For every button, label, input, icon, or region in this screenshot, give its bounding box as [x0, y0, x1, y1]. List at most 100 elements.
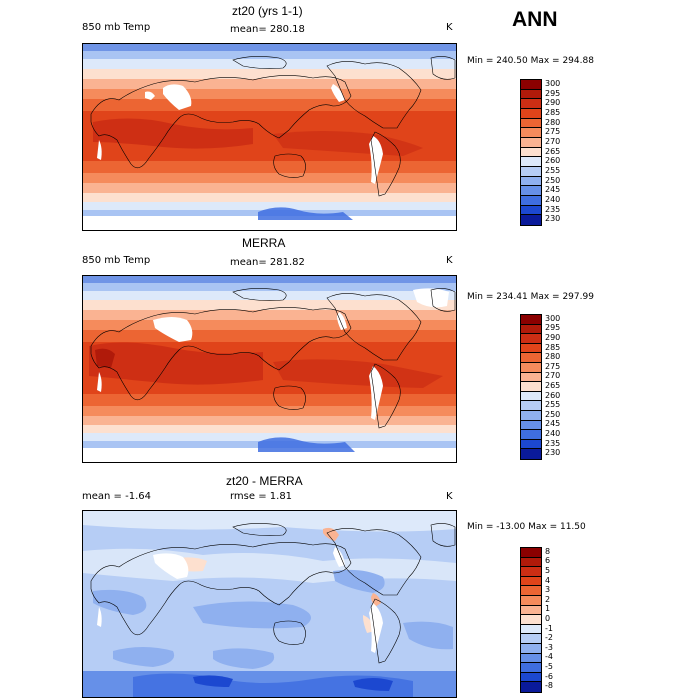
colorbar-tick-label: 260	[545, 390, 561, 400]
colorbar-swatch	[521, 138, 541, 148]
colorbar-swatch	[521, 176, 541, 187]
colorbar-swatch	[521, 363, 541, 373]
colorbar-tick-label: 245	[545, 185, 561, 195]
colorbar-swatch	[521, 167, 541, 177]
colorbar-swatch	[521, 615, 541, 625]
panel-1-variable-label: 850 mb Temp	[82, 22, 151, 33]
colorbar-tick-label: 280	[545, 117, 561, 127]
panel-3-colorbar	[520, 547, 542, 693]
colorbar-tick-label: 255	[545, 165, 561, 175]
colorbar-tick-label: 250	[545, 175, 561, 185]
colorbar-tick-label: 235	[545, 438, 561, 448]
colorbar-tick-label: 285	[545, 107, 561, 117]
colorbar-swatch	[521, 391, 541, 402]
colorbar-swatch	[521, 624, 541, 635]
colorbar-tick-label: 4	[545, 575, 551, 585]
panel-3-rmse-label: rmse = 1.81	[230, 491, 293, 502]
panel-1-mean-label: mean= 280.18	[230, 24, 305, 35]
colorbar-tick-label: 255	[545, 400, 561, 410]
colorbar-swatch	[521, 682, 541, 692]
colorbar-swatch	[521, 353, 541, 363]
colorbar-tick-label: 300	[545, 78, 561, 88]
colorbar-swatch	[521, 576, 541, 587]
colorbar-tick-label: 290	[545, 98, 561, 108]
colorbar-tick-label: 6	[545, 556, 551, 566]
colorbar-swatch	[521, 567, 541, 577]
colorbar-swatch	[521, 548, 541, 558]
colorbar-swatch	[521, 157, 541, 167]
colorbar-tick-label: 250	[545, 409, 561, 419]
colorbar-swatch	[521, 118, 541, 129]
colorbar-swatch	[521, 449, 541, 459]
colorbar-tick-label: 230	[545, 214, 561, 224]
colorbar-tick-label: 240	[545, 429, 561, 438]
season-label: ANN	[512, 8, 558, 31]
colorbar-tick-label: -8	[545, 681, 553, 691]
colorbar-swatch	[521, 343, 541, 354]
colorbar-swatch	[521, 382, 541, 392]
colorbar-swatch	[521, 586, 541, 596]
colorbar-swatch	[521, 324, 541, 335]
colorbar-tick-label: 300	[545, 313, 561, 323]
panel-1-minmax: Min = 240.50 Max = 294.88	[467, 56, 594, 66]
colorbar-tick-label: 8	[545, 546, 551, 556]
colorbar-swatch	[521, 663, 541, 673]
colorbar-swatch	[521, 401, 541, 411]
panel-2-variable-label: 850 mb Temp	[82, 255, 151, 266]
colorbar-swatch	[521, 439, 541, 450]
colorbar-tick-label: -6	[545, 671, 553, 681]
colorbar-tick-label: 0	[545, 614, 551, 623]
colorbar-swatch	[521, 672, 541, 683]
colorbar-swatch	[521, 557, 541, 568]
colorbar-tick-label: 245	[545, 419, 561, 429]
colorbar-tick-label: 230	[545, 448, 561, 458]
panel-3-mean-label: mean = -1.64	[82, 491, 151, 502]
colorbar-tick-label: 270	[545, 136, 561, 146]
colorbar-tick-label: 280	[545, 352, 561, 362]
colorbar-tick-label: 260	[545, 156, 561, 166]
colorbar-tick-label: 2	[545, 594, 551, 604]
colorbar-swatch	[521, 411, 541, 421]
colorbar-tick-label: -5	[545, 662, 553, 671]
colorbar-tick-label: 3	[545, 585, 551, 595]
colorbar-tick-label: -1	[545, 623, 553, 633]
panel-1-colorbar	[520, 79, 542, 226]
colorbar-swatch	[521, 196, 541, 206]
panel-1-title: zt20 (yrs 1-1)	[232, 4, 303, 18]
colorbar-tick-label: 285	[545, 342, 561, 352]
colorbar-swatch	[521, 147, 541, 158]
panel-3-minmax: Min = -13.00 Max = 11.50	[467, 522, 586, 532]
colorbar-tick-label: 275	[545, 361, 561, 371]
colorbar-tick-label: 270	[545, 371, 561, 381]
colorbar-tick-label: 265	[545, 146, 561, 156]
colorbar-swatch	[521, 430, 541, 440]
colorbar-swatch	[521, 215, 541, 225]
panel-2-colorbar	[520, 314, 542, 460]
colorbar-swatch	[521, 634, 541, 644]
colorbar-swatch	[521, 80, 541, 90]
colorbar-swatch	[521, 372, 541, 383]
colorbar-tick-label: 5	[545, 566, 551, 575]
colorbar-swatch	[521, 128, 541, 138]
colorbar-tick-label: 235	[545, 204, 561, 214]
colorbar-swatch	[521, 420, 541, 431]
panel-1-units-label: K	[446, 22, 453, 33]
colorbar-swatch	[521, 596, 541, 606]
panel-2-map	[82, 275, 457, 463]
panel-2-minmax: Min = 234.41 Max = 297.99	[467, 292, 594, 302]
colorbar-tick-label: 275	[545, 127, 561, 137]
colorbar-swatch	[521, 99, 541, 109]
colorbar-tick-label: 290	[545, 333, 561, 342]
panel-2-units-label: K	[446, 255, 453, 266]
colorbar-swatch	[521, 334, 541, 344]
colorbar-swatch	[521, 186, 541, 196]
colorbar-tick-label: -2	[545, 633, 553, 643]
colorbar-swatch	[521, 653, 541, 664]
colorbar-swatch	[521, 605, 541, 616]
panel-3-map	[82, 510, 457, 698]
panel-3-title: zt20 - MERRA	[226, 474, 303, 488]
colorbar-swatch	[521, 109, 541, 119]
colorbar-swatch	[521, 205, 541, 216]
colorbar-tick-label: 1	[545, 604, 551, 614]
colorbar-tick-label: 240	[545, 194, 561, 204]
